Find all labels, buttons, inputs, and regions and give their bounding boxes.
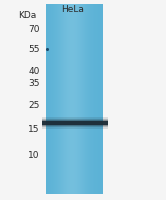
Text: 10: 10	[28, 151, 40, 160]
Text: KDa: KDa	[18, 11, 37, 20]
Bar	[42, 121, 108, 125]
Text: 55: 55	[28, 45, 40, 53]
Bar	[42, 120, 108, 126]
Text: 15: 15	[28, 124, 40, 134]
Text: HeLa: HeLa	[62, 5, 84, 14]
Bar	[42, 117, 108, 129]
Text: 40: 40	[28, 68, 40, 76]
Text: 35: 35	[28, 78, 40, 88]
Bar	[42, 119, 108, 127]
Text: 25: 25	[28, 100, 40, 110]
Text: 70: 70	[28, 24, 40, 33]
